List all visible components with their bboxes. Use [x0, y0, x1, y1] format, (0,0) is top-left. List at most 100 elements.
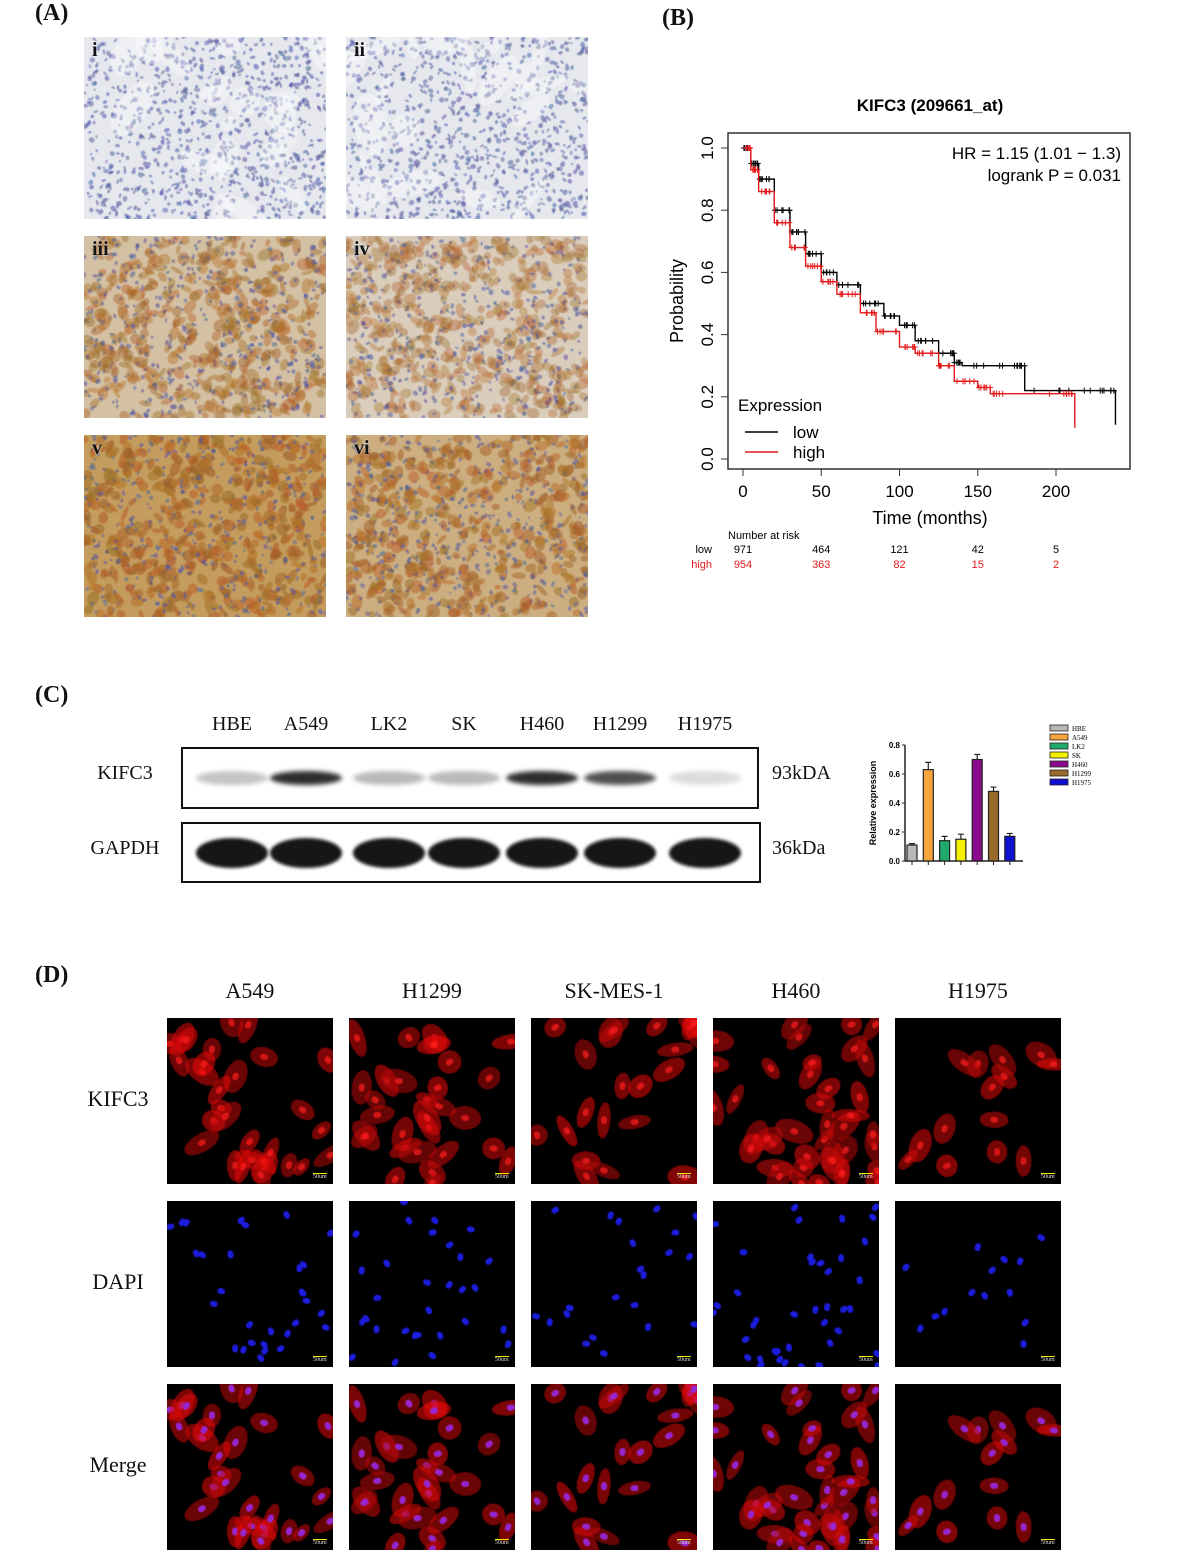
legend-label-H1975: H1975: [1072, 779, 1092, 787]
error-bar-A549: [925, 761, 932, 770]
y-axis-label: Probability: [667, 259, 687, 343]
legend-label-H460: H460: [1072, 761, 1088, 769]
x-tick-label: 200: [1042, 482, 1070, 501]
censor-mark: [960, 378, 967, 385]
ihc-image-iii: [84, 236, 326, 418]
if-image-h460-kifc3: [713, 1018, 879, 1184]
if-image-a549-kifc3: [167, 1018, 333, 1184]
scale-bar-label: 50um: [1041, 1173, 1055, 1180]
legend-title: Expression: [738, 396, 822, 415]
y-tick-label: 0.2: [698, 385, 717, 409]
x-tick-label: 100: [885, 482, 913, 501]
band: [506, 771, 578, 785]
censor-mark: [929, 337, 936, 344]
hazard-ratio: HR = 1.15 (1.01 − 1.3): [952, 144, 1121, 163]
x-tick-label: 50: [812, 482, 831, 501]
censor-mark: [801, 228, 808, 235]
band: [196, 771, 268, 785]
legend-swatch-LK2: [1049, 742, 1069, 750]
censor-mark: [806, 250, 813, 257]
if-image-sk-mes-1-merge: [531, 1384, 697, 1550]
censor-mark: [954, 359, 961, 366]
risk-value: 42: [972, 544, 984, 556]
scale-bar-label: 50um: [677, 1356, 691, 1363]
ihc-label-v: v: [92, 437, 102, 459]
censor-mark: [823, 269, 830, 276]
if-image-sk-mes-1-kifc3: [531, 1018, 697, 1184]
band: [669, 837, 741, 868]
legend-swatch-H1299: [1049, 769, 1069, 777]
censor-mark: [772, 207, 779, 214]
km-survival-plot: KIFC3 (209661_at) 0 50 100 150 200 0.0 0.2 0.4 0.…: [667, 96, 1131, 571]
censor-mark: [818, 250, 825, 257]
if-image-h460-merge: [713, 1384, 879, 1550]
risk-row-label-high: high: [691, 559, 712, 571]
censor-mark: [1046, 390, 1053, 397]
size-label-kifc3: 93kDA: [772, 762, 831, 784]
panel-label-a: (A): [35, 0, 69, 26]
censor-mark: [749, 166, 756, 173]
y-tick-label: 0.8: [698, 198, 717, 222]
band: [353, 771, 425, 785]
y-tick-label: 0.4: [698, 323, 717, 347]
scale-bar-label: 50um: [677, 1173, 691, 1180]
ihc-label-iv: iv: [354, 238, 370, 260]
censor-mark: [892, 328, 899, 335]
censor-mark: [1087, 387, 1094, 394]
censor-mark: [829, 278, 836, 285]
lane-label-SK: SK: [451, 713, 477, 735]
censor-mark: [807, 263, 814, 270]
bar-H1975: [1004, 835, 1016, 862]
risk-table-title: Number at risk: [728, 530, 800, 542]
if-row-merge: Merge: [89, 1452, 147, 1477]
legend-swatch-H1975: [1049, 778, 1069, 786]
scale-bar-label: 50um: [859, 1173, 873, 1180]
censor-mark: [901, 344, 908, 351]
bar-HBE: [906, 844, 918, 862]
legend-label-low: low: [793, 423, 819, 442]
protein-label-kifc3: KIFC3: [97, 762, 153, 784]
censor-mark: [773, 219, 780, 226]
if-image-h460-dapi: [713, 1201, 879, 1367]
censor-mark: [973, 362, 980, 369]
y-axis-label: Relative expression: [868, 761, 878, 846]
if-row-dapi: DAPI: [92, 1269, 144, 1294]
scale-bar-label: 50um: [313, 1173, 327, 1180]
risk-value: 971: [734, 544, 752, 556]
censor-mark: [844, 281, 851, 288]
survival-curve-low: [743, 147, 1117, 425]
lane-label-H460: H460: [519, 713, 565, 735]
chart-title: KIFC3 (209661_at): [857, 96, 1003, 115]
censor-mark: [795, 228, 802, 235]
legend-swatch-SK: [1049, 751, 1069, 759]
censor-mark: [879, 328, 886, 335]
ihc-image-vi: [346, 435, 588, 617]
y-tick-label: 0.0: [889, 857, 901, 866]
scale-bar-label: 50um: [313, 1539, 327, 1546]
censor-mark: [1056, 387, 1063, 394]
censor-mark: [839, 291, 846, 298]
plot-frame: [727, 132, 1131, 470]
ihc-image-v: [84, 435, 326, 617]
censor-mark: [863, 309, 870, 316]
censor-mark: [830, 269, 837, 276]
size-label-gapdh: 36kDa: [772, 836, 826, 859]
legend-swatch-HBE: [1049, 724, 1069, 732]
censor-mark: [890, 312, 897, 319]
legend-swatch-H460: [1049, 760, 1069, 768]
x-tick-label: 150: [964, 482, 992, 501]
scale-bar-label: 50um: [859, 1539, 873, 1546]
censor-mark: [975, 384, 982, 391]
censor-mark: [911, 344, 918, 351]
bar-H460: [971, 758, 983, 862]
error-bar-LK2: [941, 835, 948, 841]
if-image-sk-mes-1-dapi: [531, 1201, 697, 1367]
scale-bar-label: 50um: [1041, 1356, 1055, 1363]
error-bar-SK: [957, 833, 964, 840]
censor-mark: [946, 362, 953, 369]
band: [270, 837, 342, 868]
y-tick-label: 0.6: [889, 770, 901, 779]
bar-A549: [922, 769, 934, 862]
censor-mark: [949, 350, 956, 357]
if-column-h1975: H1975: [948, 978, 1008, 1003]
